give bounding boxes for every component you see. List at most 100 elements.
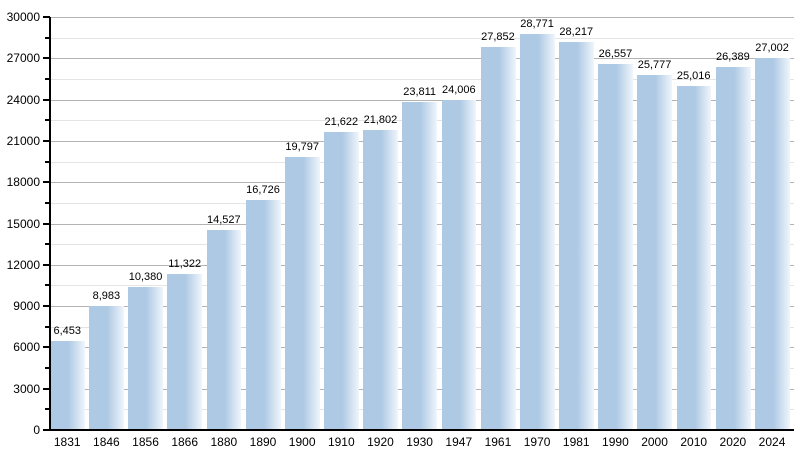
x-tick-label: 2010 [680,435,708,449]
bar-value-label: 8,983 [92,290,121,303]
x-tick-label: 1930 [406,435,433,449]
x-tick-label: 1961 [484,435,512,449]
bar-value-label: 25,016 [676,69,711,82]
y-tick-label: 9000 [13,299,40,314]
bar-slot: 27,852 1961 [480,17,520,449]
bar-slot: 8,983 1846 [89,17,128,449]
bar [206,230,242,430]
gridline-minor [50,78,794,80]
gridline-major [50,58,794,60]
bar-slot: 21,802 1920 [363,17,402,449]
y-tick-label: 18000 [6,175,40,190]
y-tick-label: 12000 [6,257,40,272]
bar-value-label: 25,777 [637,59,672,72]
bar-slot: 10,380 1856 [128,17,167,449]
x-tick-label: 1831 [53,435,81,449]
bar [480,46,516,430]
y-major-tick [43,429,50,431]
y-major-tick [43,98,50,101]
y-minor-tick [45,243,50,246]
bar [441,99,477,430]
bar-slot: 25,016 2010 [676,17,716,449]
gridline-major [50,17,794,18]
bar-slot: 16,726 1890 [245,17,285,449]
y-major-tick [43,387,50,390]
y-axis-labels: 0 3000 6000 9000 12000 15000 18000 21000 24000 27… [0,10,40,437]
x-tick-label: 2020 [719,435,747,449]
bar-slot: 24,006 1947 [441,17,481,449]
y-minor-tick [45,284,50,287]
bar-slot: 6,453 1831 [50,17,89,449]
y-axis-line [49,17,51,430]
x-tick-label: 1856 [132,435,159,449]
x-tick-label: 1866 [171,435,199,449]
bar-slot: 26,557 1990 [598,17,637,449]
x-tick-label: 1920 [367,435,394,449]
y-major-tick [43,139,50,142]
y-major-tick [43,16,50,18]
bar [754,58,790,430]
x-tick-label: 1947 [445,435,473,449]
bar [676,85,712,430]
x-tick-label: 2024 [758,435,786,449]
y-major-tick [43,57,50,60]
bar-value-label: 21,622 [324,116,359,129]
bar-value-label: 14,527 [207,214,241,227]
bar [637,75,673,430]
y-minor-tick [45,201,50,204]
y-major-tick [43,181,50,184]
y-major-tick [43,305,50,308]
y-minor-tick [45,36,50,39]
bar-slot: 21,622 1910 [324,17,363,449]
bar-value-label: 11,322 [168,258,202,271]
bar-value-label: 10,380 [128,271,163,284]
bar-value-label: 21,802 [363,113,398,126]
bar-slot: 23,811 1930 [402,17,441,449]
bar [89,306,124,430]
bar [519,33,555,430]
bar-slot: 26,389 2020 [715,17,755,449]
bar [245,199,281,430]
bar-value-label: 26,389 [716,50,750,63]
x-tick-label: 1990 [602,435,629,449]
y-tick-label: 21000 [6,133,40,148]
y-tick-label: 30000 [6,10,40,24]
y-tick-label: 24000 [6,92,40,107]
bar [167,274,203,430]
bar [50,341,85,430]
y-tick-label: 27000 [6,51,40,66]
y-major-tick [43,222,50,225]
plot-area: 6,453 1831 8,983 1846 10,380 1856 11,322 1866 14… [43,16,794,449]
y-tick-label: 15000 [6,216,40,231]
bar-value-label: 26,557 [598,48,633,61]
bar-slot: 11,322 1866 [167,17,206,449]
y-major-tick [43,263,50,266]
bar-slot: 28,217 1981 [559,17,598,449]
bar-value-label: 23,811 [403,86,437,99]
y-minor-tick [45,325,50,328]
x-tick-label: 1910 [327,435,355,449]
bar-value-label: 27,852 [481,30,515,43]
y-tick-label: 3000 [13,381,40,396]
bar-value-label: 28,217 [559,25,594,38]
y-minor-tick [45,160,50,163]
x-tick-label: 1846 [93,435,120,449]
x-tick-label: 1970 [523,435,551,449]
x-tick-label: 1890 [249,435,277,449]
bar [598,64,634,430]
x-tick-label: 1981 [562,435,590,449]
y-minor-tick [45,408,50,411]
bar-value-label: 6,453 [53,325,81,338]
y-major-tick [43,346,50,349]
x-tick-label: 1900 [288,435,316,449]
y-minor-tick [45,77,50,80]
bar-slot: 28,771 1970 [519,17,559,449]
bar-slot: 19,797 1900 [284,17,324,449]
bar [128,287,164,430]
bar-slot: 25,777 2000 [637,17,676,449]
gridline-major [50,99,794,101]
y-tick-label: 0 [33,423,40,437]
bar [324,132,359,430]
bar [559,41,594,430]
